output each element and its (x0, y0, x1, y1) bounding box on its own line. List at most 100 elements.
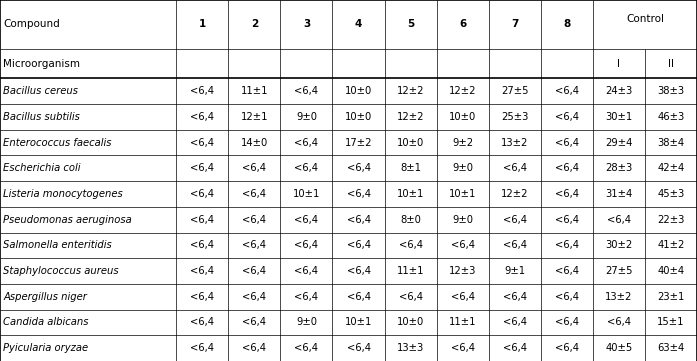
Text: <6,4: <6,4 (346, 215, 371, 225)
Text: <6,4: <6,4 (555, 112, 579, 122)
Text: 42±4: 42±4 (657, 163, 684, 173)
Text: <6,4: <6,4 (555, 240, 579, 251)
Text: 23±1: 23±1 (657, 292, 684, 302)
Text: <6,4: <6,4 (294, 163, 319, 173)
Text: 38±4: 38±4 (657, 138, 684, 148)
Text: <6,4: <6,4 (294, 292, 319, 302)
Text: 9±0: 9±0 (452, 163, 473, 173)
Text: 45±3: 45±3 (657, 189, 684, 199)
Text: 9±0: 9±0 (452, 215, 473, 225)
Text: <6,4: <6,4 (190, 343, 214, 353)
Text: 38±3: 38±3 (657, 86, 684, 96)
Text: <6,4: <6,4 (346, 163, 371, 173)
Text: <6,4: <6,4 (503, 240, 527, 251)
Text: 12±2: 12±2 (397, 112, 424, 122)
Text: 13±2: 13±2 (605, 292, 633, 302)
Text: Escherichia coli: Escherichia coli (3, 163, 81, 173)
Text: <6,4: <6,4 (243, 292, 266, 302)
Text: <6,4: <6,4 (243, 215, 266, 225)
Text: 9±0: 9±0 (296, 112, 317, 122)
Text: Pyicularia oryzae: Pyicularia oryzae (3, 343, 89, 353)
Text: II: II (668, 58, 674, 69)
Text: 22±3: 22±3 (657, 215, 684, 225)
Text: Staphylococcus aureus: Staphylococcus aureus (3, 266, 119, 276)
Text: 9±2: 9±2 (452, 138, 473, 148)
Text: Control: Control (626, 13, 664, 23)
Text: 13±2: 13±2 (501, 138, 528, 148)
Text: <6,4: <6,4 (503, 163, 527, 173)
Text: <6,4: <6,4 (503, 215, 527, 225)
Text: <6,4: <6,4 (555, 317, 579, 327)
Text: 11±1: 11±1 (449, 317, 477, 327)
Text: <6,4: <6,4 (243, 343, 266, 353)
Text: 28±3: 28±3 (605, 163, 632, 173)
Text: 63±4: 63±4 (657, 343, 684, 353)
Text: <6,4: <6,4 (451, 292, 475, 302)
Text: <6,4: <6,4 (555, 343, 579, 353)
Text: <6,4: <6,4 (190, 266, 214, 276)
Text: I: I (618, 58, 620, 69)
Text: <6,4: <6,4 (607, 317, 631, 327)
Text: 9±1: 9±1 (504, 266, 526, 276)
Text: 30±2: 30±2 (605, 240, 632, 251)
Text: <6,4: <6,4 (294, 240, 319, 251)
Text: 12±2: 12±2 (397, 86, 424, 96)
Text: 15±1: 15±1 (657, 317, 684, 327)
Text: <6,4: <6,4 (346, 240, 371, 251)
Text: <6,4: <6,4 (555, 189, 579, 199)
Text: 7: 7 (511, 19, 519, 29)
Text: <6,4: <6,4 (190, 240, 214, 251)
Text: 11±1: 11±1 (397, 266, 424, 276)
Text: 40±4: 40±4 (657, 266, 684, 276)
Text: 13±3: 13±3 (397, 343, 424, 353)
Text: <6,4: <6,4 (190, 317, 214, 327)
Text: <6,4: <6,4 (451, 240, 475, 251)
Text: 12±1: 12±1 (240, 112, 268, 122)
Text: <6,4: <6,4 (190, 163, 214, 173)
Text: 17±2: 17±2 (345, 138, 372, 148)
Text: <6,4: <6,4 (503, 317, 527, 327)
Text: 3: 3 (302, 19, 310, 29)
Text: <6,4: <6,4 (294, 215, 319, 225)
Text: 10±1: 10±1 (345, 317, 372, 327)
Text: <6,4: <6,4 (243, 189, 266, 199)
Text: <6,4: <6,4 (555, 163, 579, 173)
Text: Bacillus subtilis: Bacillus subtilis (3, 112, 80, 122)
Text: <6,4: <6,4 (346, 292, 371, 302)
Text: 1: 1 (199, 19, 206, 29)
Text: 27±5: 27±5 (605, 266, 633, 276)
Text: <6,4: <6,4 (190, 86, 214, 96)
Text: <6,4: <6,4 (346, 343, 371, 353)
Text: Aspergillus niger: Aspergillus niger (3, 292, 87, 302)
Text: <6,4: <6,4 (555, 266, 579, 276)
Text: <6,4: <6,4 (190, 112, 214, 122)
Text: <6,4: <6,4 (503, 292, 527, 302)
Text: 8: 8 (563, 19, 570, 29)
Text: 4: 4 (355, 19, 362, 29)
Text: 41±2: 41±2 (657, 240, 684, 251)
Text: <6,4: <6,4 (555, 215, 579, 225)
Text: <6,4: <6,4 (294, 343, 319, 353)
Text: <6,4: <6,4 (243, 317, 266, 327)
Text: 8±1: 8±1 (400, 163, 421, 173)
Text: 24±3: 24±3 (605, 86, 632, 96)
Text: <6,4: <6,4 (294, 138, 319, 148)
Text: 14±0: 14±0 (240, 138, 268, 148)
Text: 5: 5 (407, 19, 414, 29)
Text: 2: 2 (251, 19, 258, 29)
Text: Listeria monocytogenes: Listeria monocytogenes (3, 189, 123, 199)
Text: 30±1: 30±1 (605, 112, 632, 122)
Text: <6,4: <6,4 (243, 266, 266, 276)
Text: <6,4: <6,4 (451, 343, 475, 353)
Text: 12±2: 12±2 (501, 189, 528, 199)
Text: <6,4: <6,4 (190, 215, 214, 225)
Text: 9±0: 9±0 (296, 317, 317, 327)
Text: 27±5: 27±5 (501, 86, 528, 96)
Text: 25±3: 25±3 (501, 112, 528, 122)
Text: Enterococcus faecalis: Enterococcus faecalis (3, 138, 112, 148)
Text: <6,4: <6,4 (243, 240, 266, 251)
Text: 10±0: 10±0 (449, 112, 476, 122)
Text: Candida albicans: Candida albicans (3, 317, 89, 327)
Text: <6,4: <6,4 (190, 189, 214, 199)
Text: <6,4: <6,4 (555, 292, 579, 302)
